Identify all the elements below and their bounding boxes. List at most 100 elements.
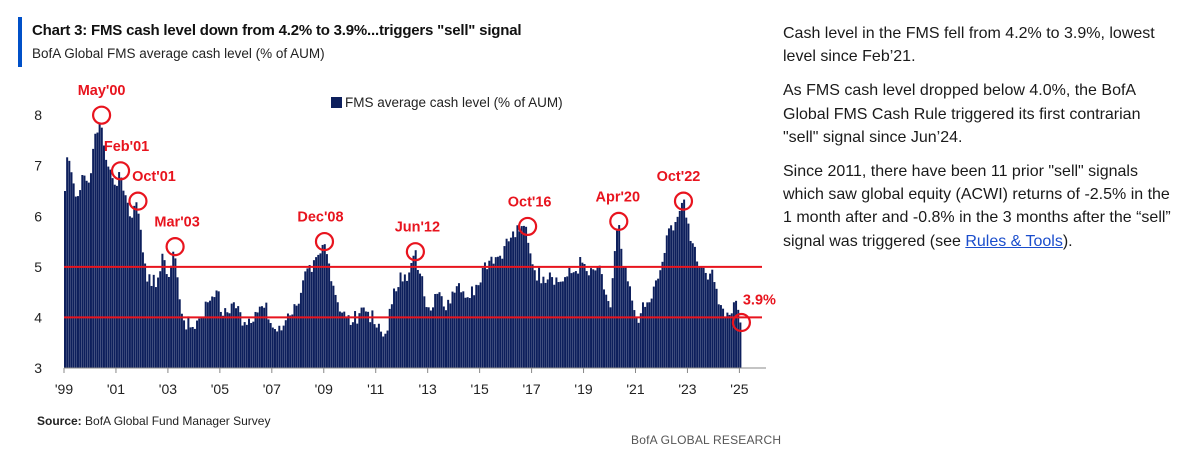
y-tick-label: 8 bbox=[34, 107, 42, 123]
chart-bar bbox=[689, 240, 692, 368]
chart-bar bbox=[650, 298, 653, 368]
chart-bar bbox=[258, 306, 261, 368]
commentary-p3-end: ). bbox=[1062, 232, 1073, 250]
chart-bar bbox=[165, 274, 168, 368]
chart-bar bbox=[351, 322, 354, 368]
chart-bar bbox=[226, 312, 229, 368]
chart-bar bbox=[403, 274, 406, 368]
chart-bar bbox=[646, 302, 649, 368]
chart-bar bbox=[299, 292, 302, 368]
chart-bar bbox=[74, 196, 77, 368]
chart-bar bbox=[525, 226, 528, 368]
chart-bar bbox=[644, 306, 647, 368]
chart-bar bbox=[713, 282, 716, 368]
chart-bar bbox=[672, 230, 675, 368]
rules-tools-link[interactable]: Rules & Tools bbox=[965, 232, 1063, 250]
chart-bar bbox=[102, 145, 105, 368]
brand-footer: BofA GLOBAL RESEARCH bbox=[631, 433, 782, 447]
annotation-circle bbox=[128, 191, 148, 211]
chart-bar bbox=[583, 264, 586, 368]
chart-bar bbox=[735, 300, 738, 368]
chart-bar bbox=[206, 302, 209, 368]
chart-bar bbox=[390, 304, 393, 368]
chart-bar bbox=[468, 298, 471, 368]
chart-bar bbox=[579, 257, 582, 368]
chart-bar bbox=[105, 159, 108, 368]
chart-bar bbox=[100, 127, 103, 368]
chart-bar bbox=[369, 322, 372, 368]
chart-bar bbox=[531, 264, 534, 368]
chart-bar bbox=[514, 237, 517, 368]
chart-bar bbox=[211, 296, 214, 368]
chart-bar bbox=[663, 252, 666, 368]
chart-bar bbox=[440, 296, 443, 368]
source-label: Source: bbox=[37, 414, 82, 428]
annotation-circle bbox=[91, 105, 112, 125]
chart-bar bbox=[639, 313, 642, 368]
chart-bar bbox=[94, 133, 97, 368]
chart-bar bbox=[654, 280, 657, 368]
annotation-circle bbox=[314, 231, 335, 252]
chart-bar bbox=[667, 228, 670, 368]
chart-bar bbox=[587, 275, 590, 368]
chart-bar bbox=[196, 320, 199, 368]
y-tick-label: 5 bbox=[34, 259, 42, 275]
chart-bar bbox=[295, 305, 298, 368]
chart-bar bbox=[561, 281, 564, 368]
chart-bar bbox=[732, 302, 735, 368]
chart-bar bbox=[496, 256, 499, 368]
legend-label: FMS average cash level (% of AUM) bbox=[345, 95, 563, 110]
chart-bar bbox=[421, 276, 424, 368]
chart-bar bbox=[330, 281, 333, 368]
chart-bar bbox=[494, 257, 497, 368]
chart-bar bbox=[154, 287, 157, 368]
annotation-circle bbox=[731, 312, 752, 333]
annotation-circle bbox=[673, 191, 694, 211]
chart-bar bbox=[139, 229, 142, 368]
chart-bar bbox=[367, 311, 370, 368]
chart-bar bbox=[611, 278, 614, 368]
chart-bar bbox=[722, 308, 725, 368]
chart-bar bbox=[449, 303, 452, 368]
chart-bar bbox=[512, 231, 515, 368]
chart-bar bbox=[386, 330, 389, 368]
annotation-circle bbox=[165, 237, 185, 257]
commentary-paragraph-2: As FMS cash level dropped below 4.0%, th… bbox=[783, 82, 1141, 146]
chart-bar bbox=[185, 329, 188, 368]
chart-bar bbox=[273, 329, 276, 368]
chart-bar bbox=[180, 313, 183, 368]
chart-bar bbox=[163, 260, 166, 368]
chart-bar bbox=[572, 272, 575, 368]
annotation-label: Oct'16 bbox=[508, 194, 552, 210]
chart-bar bbox=[455, 286, 458, 368]
chart-bar bbox=[393, 288, 396, 368]
chart-bar bbox=[475, 284, 478, 368]
chart-bar bbox=[68, 160, 71, 368]
chart-bar bbox=[224, 308, 227, 368]
commentary-paragraph-3: Since 2011, there have been 11 prior "se… bbox=[783, 160, 1178, 253]
chart-bar bbox=[544, 282, 547, 368]
chart-bar bbox=[620, 248, 623, 368]
chart-bar bbox=[133, 205, 136, 368]
chart-bar bbox=[126, 202, 129, 368]
annotation-label: Mar'03 bbox=[154, 215, 199, 231]
chart-bar bbox=[503, 246, 506, 368]
chart-bar bbox=[228, 313, 231, 368]
chart-bar bbox=[252, 321, 255, 368]
chart-bar bbox=[585, 271, 588, 368]
fms-cash-chart: 3 4 5 6 7 8 '99 '01 '03 '05 '07 '09 '11 '13 '15 '17 '19 '… bbox=[34, 83, 776, 397]
chart-bar bbox=[328, 263, 331, 368]
chart-bar bbox=[271, 327, 274, 368]
chart-bar bbox=[566, 276, 569, 368]
chart-bar bbox=[685, 217, 688, 368]
annotation-label: Oct'01 bbox=[132, 169, 176, 185]
x-tick-label: '23 bbox=[678, 381, 696, 397]
chart-bar bbox=[592, 269, 595, 368]
chart-bar bbox=[124, 195, 127, 368]
chart-bar bbox=[533, 270, 536, 368]
chart-bar bbox=[243, 322, 246, 368]
chart-bar bbox=[384, 333, 387, 368]
chart-bar bbox=[432, 307, 434, 368]
chart-bar bbox=[98, 123, 101, 368]
chart-bar bbox=[453, 292, 456, 368]
